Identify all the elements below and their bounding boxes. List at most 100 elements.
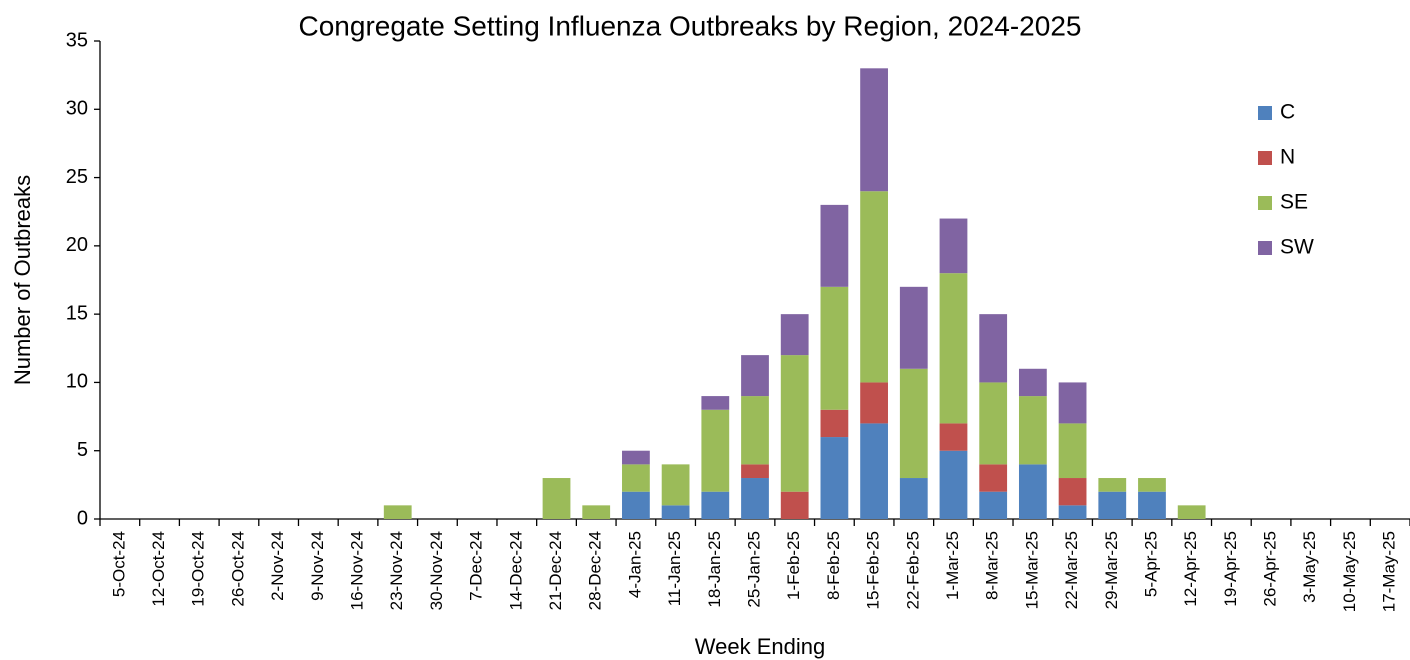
bar-segment bbox=[780, 314, 809, 356]
chart-title: Congregate Setting Influenza Outbreaks b… bbox=[299, 10, 1082, 41]
bar-segment bbox=[383, 505, 412, 519]
x-tick-label: 26-Apr-25 bbox=[1261, 531, 1280, 607]
x-tick-label: 18-Jan-25 bbox=[705, 531, 724, 608]
bar-segment bbox=[979, 464, 1008, 492]
x-tick-label: 11-Jan-25 bbox=[665, 531, 684, 606]
bar-segment bbox=[1098, 478, 1127, 492]
x-tick-label: 2-Nov-24 bbox=[268, 531, 287, 601]
x-tick-label: 28-Dec-24 bbox=[586, 531, 605, 610]
y-tick-label: 20 bbox=[66, 234, 88, 256]
legend-label: N bbox=[1280, 146, 1295, 169]
x-tick-label: 22-Mar-25 bbox=[1062, 531, 1081, 609]
bar-segment bbox=[979, 314, 1008, 383]
x-tick-label: 22-Feb-25 bbox=[903, 531, 922, 609]
bar-segment bbox=[820, 409, 849, 438]
legend-label: SE bbox=[1280, 191, 1308, 214]
bar-segment bbox=[860, 382, 888, 424]
x-tick-label: 1-Mar-25 bbox=[943, 531, 962, 600]
bar-segment bbox=[1177, 505, 1206, 519]
bar-segment bbox=[1138, 491, 1166, 519]
bar-segment bbox=[661, 464, 690, 506]
bar-segment bbox=[582, 505, 611, 519]
x-tick-label: 10-May-25 bbox=[1340, 531, 1359, 612]
x-tick-label: 21-Dec-24 bbox=[546, 531, 565, 610]
y-tick-label: 35 bbox=[66, 29, 88, 51]
y-tick-label: 5 bbox=[77, 439, 88, 461]
bar-segment bbox=[860, 423, 888, 519]
bar-segment bbox=[939, 423, 968, 451]
bar-segment bbox=[939, 273, 968, 424]
x-tick-label: 8-Feb-25 bbox=[824, 531, 843, 600]
bar-segment bbox=[1058, 505, 1087, 519]
x-tick-label: 19-Oct-24 bbox=[189, 531, 208, 607]
x-tick-label: 19-Apr-25 bbox=[1221, 531, 1240, 607]
x-tick-label: 14-Dec-24 bbox=[506, 531, 525, 610]
x-tick-label: 23-Nov-24 bbox=[387, 531, 406, 610]
x-tick-label: 7-Dec-24 bbox=[467, 531, 486, 601]
bar-segment bbox=[622, 450, 650, 465]
y-axis-title: Number of Outbreaks bbox=[10, 175, 35, 385]
bar-segment bbox=[820, 437, 849, 519]
x-tick-label: 29-Mar-25 bbox=[1102, 531, 1121, 609]
legend-swatch bbox=[1258, 196, 1272, 210]
bar-segment bbox=[1058, 382, 1087, 424]
legend-label: SW bbox=[1280, 236, 1314, 259]
bar-segment bbox=[780, 355, 809, 492]
x-tick-label: 1-Feb-25 bbox=[784, 531, 803, 600]
bar-segment bbox=[701, 396, 730, 410]
bar-segment bbox=[622, 491, 650, 519]
x-tick-label: 4-Jan-25 bbox=[625, 531, 644, 598]
x-tick-label: 3-May-25 bbox=[1300, 531, 1319, 603]
bar-segment bbox=[542, 478, 571, 519]
y-tick-label: 0 bbox=[77, 507, 88, 529]
x-tick-label: 16-Nov-24 bbox=[348, 531, 367, 610]
bar-segment bbox=[741, 478, 769, 519]
x-tick-label: 9-Nov-24 bbox=[308, 531, 327, 601]
bar-segment bbox=[979, 491, 1008, 519]
bar-segment bbox=[661, 505, 690, 519]
bar-segment bbox=[1058, 478, 1087, 506]
bar-segment bbox=[780, 491, 809, 519]
legend-swatch bbox=[1258, 151, 1272, 165]
x-tick-label: 25-Jan-25 bbox=[744, 531, 763, 608]
bar-segment bbox=[1098, 491, 1127, 519]
bar-segment bbox=[1138, 478, 1166, 492]
bar-segment bbox=[820, 204, 849, 287]
bar-segment bbox=[701, 409, 730, 492]
legend-swatch bbox=[1258, 106, 1272, 120]
bar-segment bbox=[860, 191, 888, 383]
bar-segment bbox=[1018, 368, 1047, 397]
y-tick-label: 30 bbox=[66, 98, 88, 120]
bar-segment bbox=[622, 464, 650, 492]
bar-segment bbox=[899, 478, 928, 519]
bar-segment bbox=[939, 450, 968, 519]
bar-segment bbox=[701, 491, 730, 519]
y-tick-label: 15 bbox=[66, 302, 88, 324]
legend-label: C bbox=[1280, 101, 1295, 124]
bar-segment bbox=[741, 464, 769, 479]
bar-segment bbox=[1018, 396, 1047, 465]
x-tick-label: 12-Oct-24 bbox=[149, 531, 168, 607]
x-tick-label: 5-Oct-24 bbox=[109, 531, 128, 597]
bar-segment bbox=[1018, 464, 1047, 519]
y-tick-label: 25 bbox=[66, 166, 88, 188]
x-tick-label: 5-Apr-25 bbox=[1141, 531, 1160, 597]
x-tick-label: 26-Oct-24 bbox=[228, 531, 247, 607]
legend-swatch bbox=[1258, 241, 1272, 255]
bar-segment bbox=[741, 355, 769, 397]
x-axis-title: Week Ending bbox=[695, 634, 825, 659]
bar-segment bbox=[820, 286, 849, 410]
bar-segment bbox=[979, 382, 1008, 465]
x-tick-label: 30-Nov-24 bbox=[427, 531, 446, 610]
y-tick-label: 10 bbox=[66, 371, 88, 393]
x-tick-label: 15-Feb-25 bbox=[864, 531, 883, 609]
bar-segment bbox=[899, 368, 928, 479]
bar-segment bbox=[939, 218, 968, 274]
x-tick-label: 8-Mar-25 bbox=[983, 531, 1002, 600]
bar-segment bbox=[899, 286, 928, 369]
bar-segment bbox=[1058, 423, 1087, 479]
x-tick-label: 15-Mar-25 bbox=[1022, 531, 1041, 609]
bar-segment bbox=[741, 396, 769, 465]
x-tick-label: 17-May-25 bbox=[1380, 531, 1399, 612]
